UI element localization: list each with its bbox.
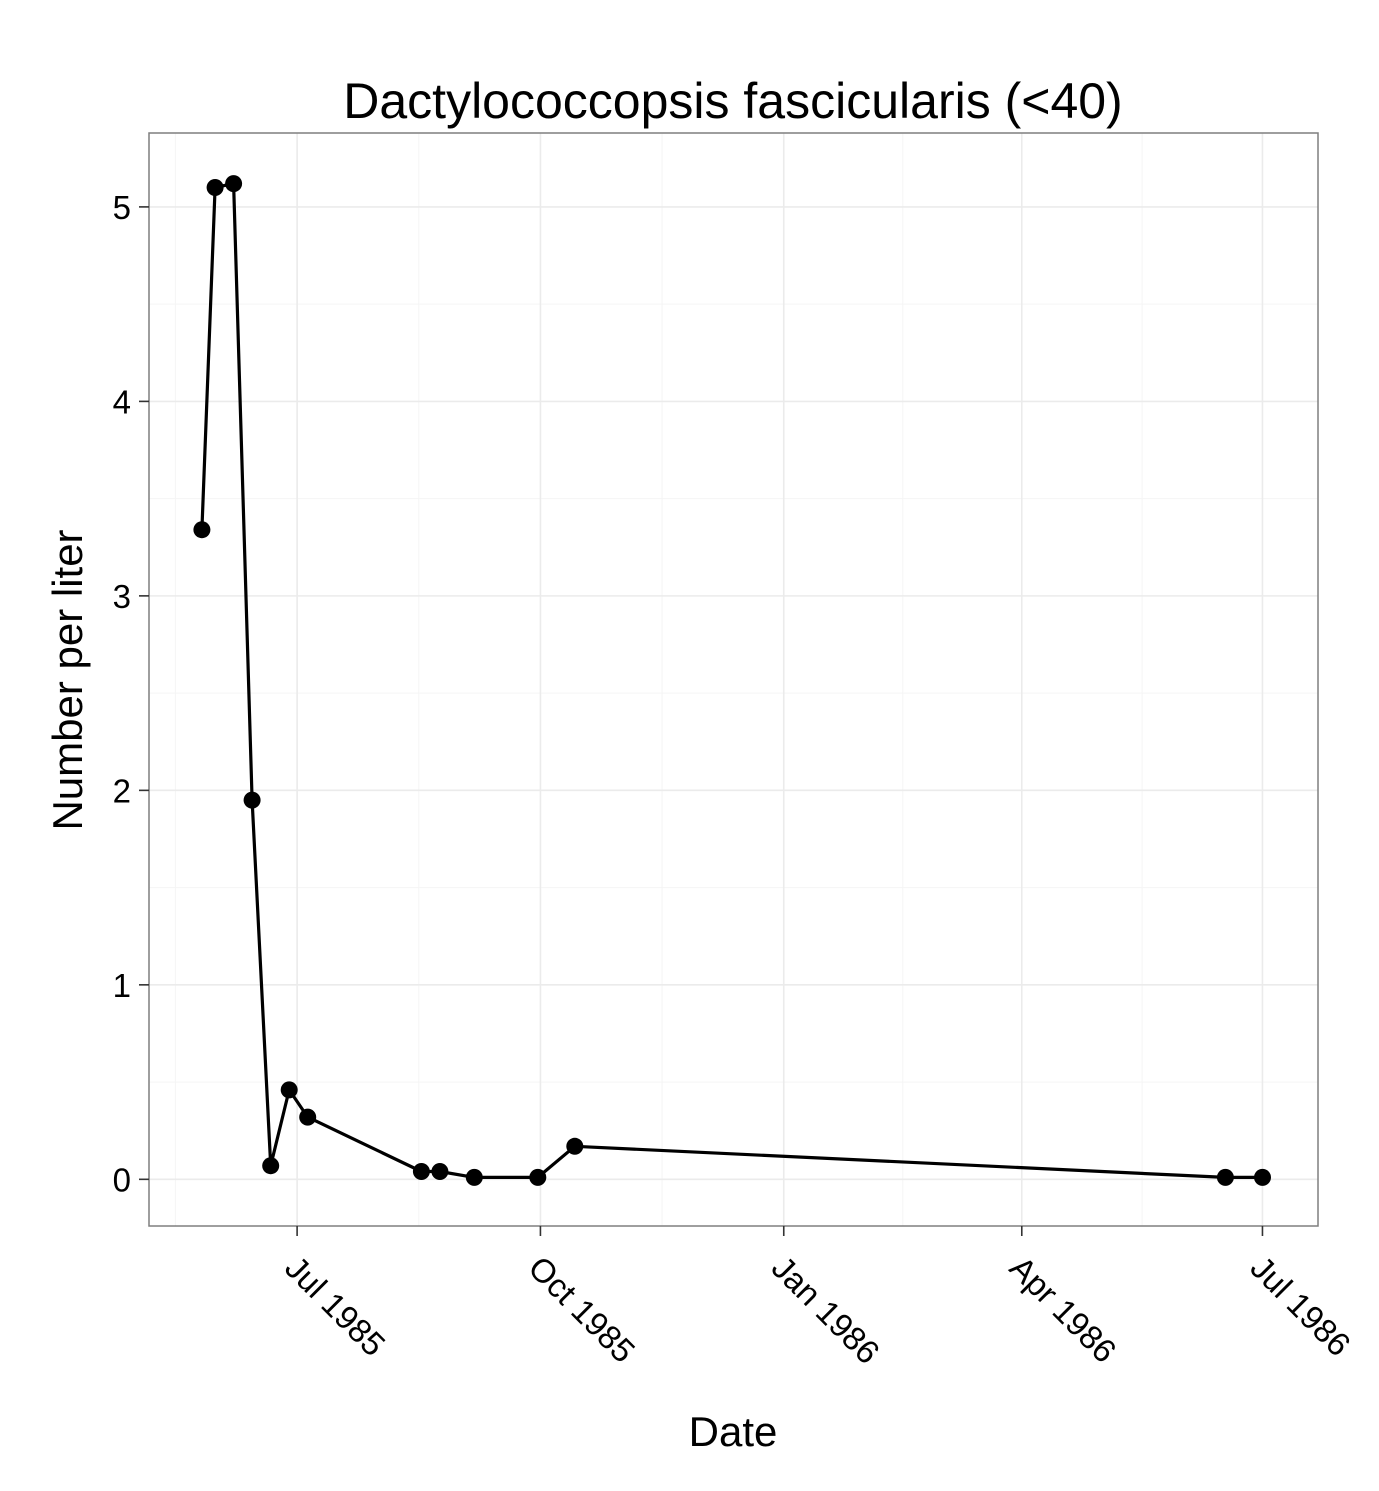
- data-point: [280, 1081, 298, 1099]
- y-axis: 0 1 2 3 4 5: [113, 189, 149, 1198]
- data-point: [262, 1157, 280, 1175]
- data-point: [1216, 1168, 1234, 1186]
- plot-background: [149, 133, 1318, 1226]
- x-axis-title: Date: [689, 1408, 778, 1455]
- data-point: [529, 1168, 547, 1186]
- y-tick-label: 1: [113, 967, 131, 1004]
- y-axis-title: Number per liter: [44, 529, 91, 830]
- data-point: [193, 521, 211, 539]
- x-tick-label: Apr 1986: [1003, 1249, 1124, 1370]
- x-tick-label: Oct 1985: [521, 1249, 642, 1370]
- data-point: [1254, 1168, 1271, 1186]
- x-axis: Jul 1985 Oct 1985 Jan 1986 Apr 1986 Jul 1986: [278, 1226, 1358, 1371]
- y-tick-label: 3: [113, 578, 131, 615]
- y-tick-label: 2: [113, 772, 131, 809]
- data-point: [465, 1168, 483, 1186]
- plot-border: [148, 132, 1319, 1227]
- data-point: [431, 1163, 449, 1180]
- chart-title: Dactylococcopsis fascicularis (<40): [343, 73, 1122, 129]
- y-tick-label: 0: [113, 1161, 131, 1198]
- data-point: [206, 179, 224, 196]
- x-tick-label: Jul 1985: [278, 1249, 392, 1363]
- data-point: [566, 1137, 584, 1155]
- data-point: [243, 791, 261, 809]
- y-tick-label: 5: [113, 189, 131, 226]
- grid-minor: [149, 133, 1318, 1226]
- data-point: [299, 1108, 317, 1126]
- y-tick-label: 4: [113, 383, 131, 420]
- x-tick-label: Jul 1986: [1244, 1249, 1358, 1363]
- data-point: [225, 175, 243, 193]
- series-layer: [193, 175, 1271, 1186]
- x-tick-label: Jan 1986: [765, 1249, 887, 1371]
- grid-major: [149, 133, 1318, 1226]
- data-point: [412, 1163, 430, 1180]
